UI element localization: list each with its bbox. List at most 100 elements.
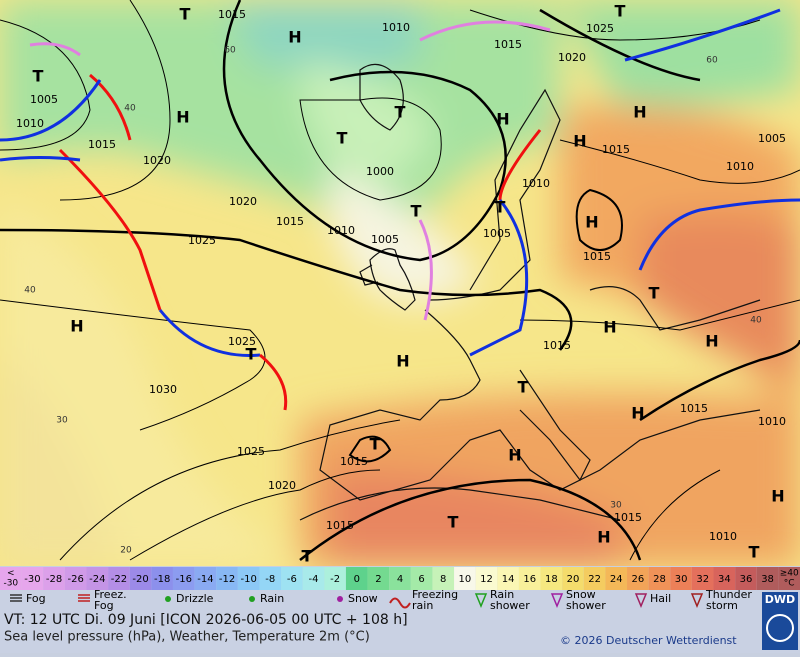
isobar-label: 1015: [543, 339, 571, 352]
scale-label: 14: [502, 574, 515, 585]
scale-box: [281, 567, 303, 590]
legend-icon: [165, 596, 171, 602]
scale-label: ≥40: [780, 569, 799, 579]
legend-label: Rain: [260, 592, 284, 605]
pressure-center: T: [33, 67, 44, 86]
legend-label: rain: [412, 599, 433, 612]
isobar-label: 1000: [366, 165, 394, 178]
scale-box: [713, 567, 736, 590]
scale-box: [129, 567, 152, 590]
scale-label: 10: [458, 574, 471, 585]
pressure-center: T: [395, 103, 406, 122]
scale-label: -28: [46, 574, 62, 585]
legend-icon: [337, 596, 343, 602]
temperature-label: 20: [120, 546, 132, 556]
scale-box: [324, 567, 346, 590]
legend-label: Snow: [348, 592, 378, 605]
scale-label: -14: [197, 574, 213, 585]
pressure-center: T: [302, 547, 313, 566]
legend-icon: [249, 596, 255, 602]
legend-icon: [690, 593, 704, 608]
legend-label: Fog: [26, 592, 46, 605]
scale-box: [345, 567, 368, 590]
scale-box: [778, 567, 800, 590]
scale-box: [454, 567, 476, 590]
scale-label: 32: [696, 574, 709, 585]
isobar-label: 1020: [143, 154, 171, 167]
scale-label: -2: [330, 574, 340, 585]
scale-label: 24: [610, 574, 623, 585]
scale-box: [302, 567, 325, 590]
pressure-center: H: [496, 110, 509, 129]
scale-box: [151, 567, 173, 590]
scale-box: [432, 567, 455, 590]
isobar-label: 1020: [558, 51, 586, 64]
scale-label: -10: [240, 574, 256, 585]
legend-icon: [474, 593, 488, 608]
scale-label: 26: [631, 574, 644, 585]
scale-box: [172, 567, 195, 590]
scale-label: -12: [219, 574, 235, 585]
scale-box: [735, 567, 757, 590]
scale-label: 12: [480, 574, 493, 585]
isobar-label: 1010: [726, 160, 754, 173]
isobar-label: 1015: [680, 402, 708, 415]
pressure-center: H: [573, 132, 586, 151]
pressure-center: H: [396, 352, 409, 371]
map-labels: 1015 1005 1010 1015 1020 1020 1015 1010 1005 1000…: [16, 2, 786, 566]
isobar-label: 1025: [228, 335, 256, 348]
scale-label: -18: [154, 574, 170, 585]
temperature-label: 30: [56, 416, 68, 426]
pressure-center: H: [70, 317, 83, 336]
scale-label: 4: [397, 574, 403, 585]
scale-label: 36: [740, 574, 753, 585]
pressure-center: H: [585, 213, 598, 232]
scale-box: [0, 567, 22, 590]
scale-box: [540, 567, 563, 590]
isobar-label: 1025: [586, 22, 614, 35]
pressure-center: H: [603, 318, 616, 337]
pressure-center: H: [705, 332, 718, 351]
isobar-label: 1015: [494, 38, 522, 51]
scale-label: 16: [523, 574, 536, 585]
legend: <-30 -30 -28 -26 -24 -22 -20 -18 -16 -14 -12 -10 -8-…: [0, 567, 800, 590]
legend-label: Freez.: [94, 588, 127, 601]
scale-box: [475, 567, 498, 590]
scale-box: [605, 567, 628, 590]
legend-label: Rain: [490, 588, 514, 601]
isobar-label: 1015: [614, 511, 642, 524]
pressure-center: T: [370, 435, 381, 454]
isobar-label: 1005: [483, 227, 511, 240]
scale-box: [21, 567, 44, 590]
scale-box: [670, 567, 692, 590]
scale-label: 22: [588, 574, 601, 585]
temperature-label: 30: [610, 501, 622, 511]
temperature-label: 40: [124, 104, 136, 114]
pressure-center: H: [633, 103, 646, 122]
isobar-label: 1010: [327, 224, 355, 237]
copyright: © 2026 Deutscher Wetterdienst: [560, 634, 737, 647]
isobar-label: 1015: [326, 519, 354, 532]
scale-box: [43, 567, 65, 590]
scale-label: -24: [89, 574, 105, 585]
scale-label: <: [7, 569, 15, 579]
temperature-label: 40: [24, 286, 36, 296]
legend-label: Drizzle: [176, 592, 214, 605]
isobar-label: 1030: [149, 383, 177, 396]
legend-label: Freezing: [412, 588, 458, 601]
scale-label: 18: [545, 574, 558, 585]
isobar-label: 1025: [237, 445, 265, 458]
pressure-center: T: [448, 513, 459, 532]
isobar-label: 1015: [218, 8, 246, 21]
pressure-center: H: [176, 108, 189, 127]
isobar-label: 1015: [340, 455, 368, 468]
scale-label: 38: [761, 574, 774, 585]
scale-label: °C: [784, 579, 795, 589]
valid-time: VT: 12 UTC Di. 09 Juni [ICON 2026-06-05 …: [4, 612, 408, 628]
isobar-label: 1010: [522, 177, 550, 190]
legend-label: shower: [490, 599, 530, 612]
scale-label: -6: [287, 574, 297, 585]
legend-label: Hail: [650, 592, 671, 605]
scale-box: [410, 567, 433, 590]
